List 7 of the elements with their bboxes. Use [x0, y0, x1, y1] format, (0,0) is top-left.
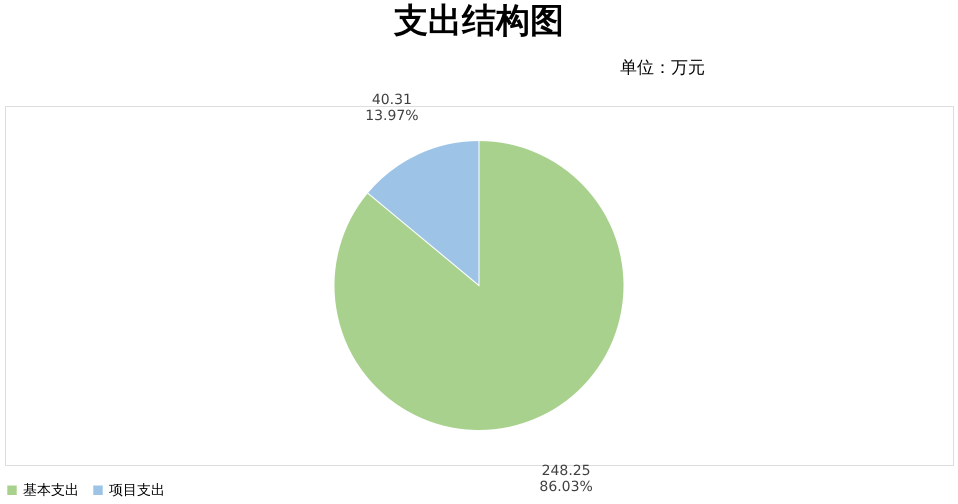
text: 单位：万元	[620, 58, 705, 78]
legend-label: 项目支出	[109, 482, 165, 498]
legend-label: 基本支出	[23, 482, 79, 498]
chart-title: 支出结构图	[393, 1, 564, 41]
pie-slice	[334, 140, 624, 431]
data-label: 248.25 86.03%	[539, 463, 593, 496]
data-label: 40.31 13.97%	[365, 92, 419, 124]
